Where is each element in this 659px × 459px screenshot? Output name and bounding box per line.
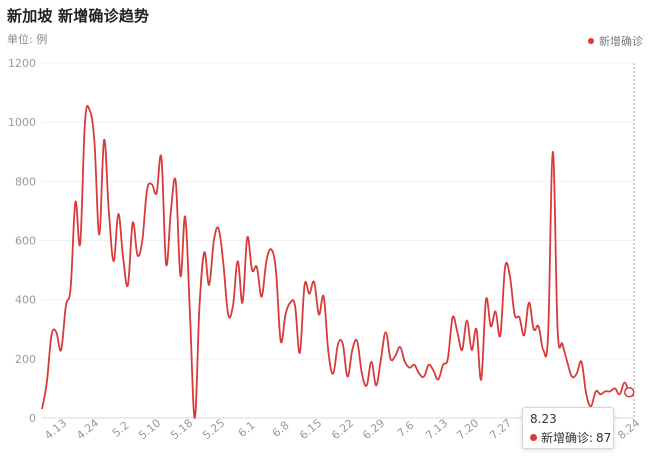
legend-marker <box>588 38 594 44</box>
x-tick-label: 7.27 <box>487 416 514 442</box>
x-tick-label: 5.2 <box>110 419 132 440</box>
tooltip-date: 8.23 <box>530 412 557 426</box>
x-tick-label: 6.22 <box>329 416 356 442</box>
legend-label: 新增确诊 <box>599 35 643 48</box>
x-tick-label: 5.18 <box>168 416 195 442</box>
y-tick-label: 400 <box>15 294 36 307</box>
x-tick-label: 4.24 <box>74 416 101 442</box>
x-tick-label: 5.10 <box>136 416 163 442</box>
y-tick-label: 600 <box>15 235 36 248</box>
x-tick-label: 6.29 <box>360 416 387 442</box>
hover-point <box>623 387 635 398</box>
x-tick-label: 6.8 <box>270 419 292 440</box>
x-tick-label: 6.15 <box>297 416 324 442</box>
x-tick-label: 5.25 <box>200 416 227 442</box>
unit-label: 单位: 例 <box>7 33 48 46</box>
tooltip-value: 87 <box>596 430 612 445</box>
x-tick-label: 6.1 <box>236 419 258 440</box>
y-tick-label: 1000 <box>8 116 36 129</box>
series-line-新增确诊 <box>41 104 635 419</box>
y-tick-label: 200 <box>15 353 36 366</box>
y-tick-label: 800 <box>15 175 36 188</box>
tooltip: 8.23 新增确诊: 87 <box>522 407 614 449</box>
x-tick-label: 7.13 <box>423 416 450 442</box>
y-tick-label: 1200 <box>8 57 36 70</box>
x-tick-label: 4.13 <box>42 416 69 442</box>
y-tick-label: 0 <box>29 412 36 425</box>
x-tick-label: 8.24 <box>615 416 642 442</box>
x-tick-label: 7.20 <box>454 416 481 442</box>
x-tick-label: 7.6 <box>395 419 417 440</box>
chart-title: 新加坡 新增确诊趋势 <box>7 7 150 25</box>
tooltip-marker <box>530 434 537 441</box>
legend[interactable]: 新增确诊 <box>588 33 643 49</box>
tooltip-series-label: 新增确诊: <box>541 431 594 445</box>
